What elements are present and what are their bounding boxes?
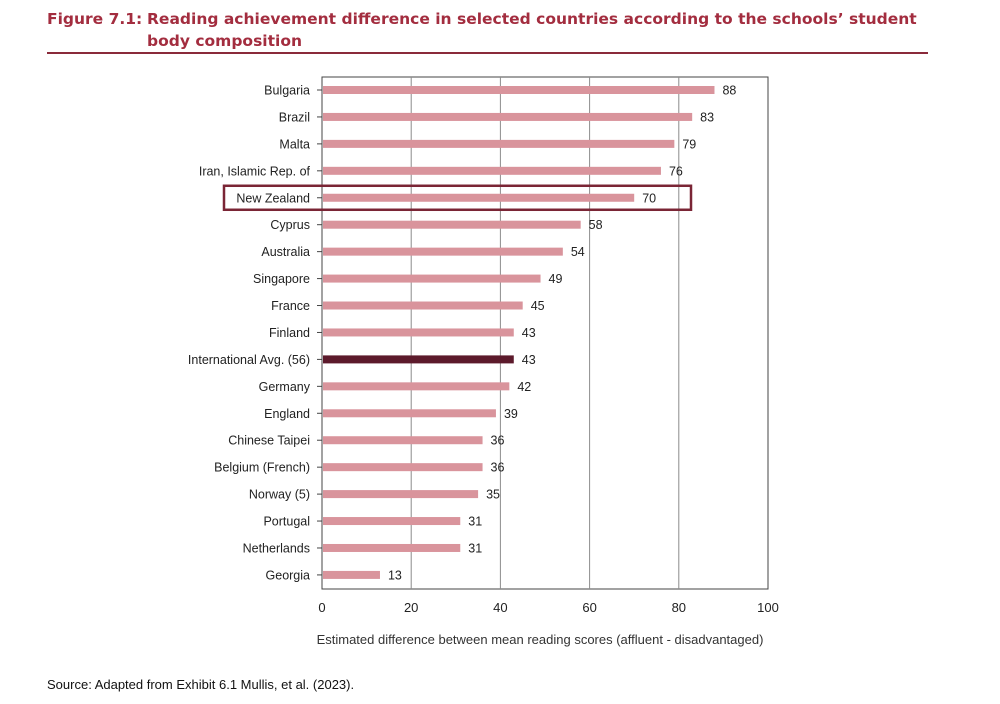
value-label: 39 (504, 407, 518, 421)
category-label: England (264, 407, 310, 421)
highlight-box (222, 184, 693, 212)
bar (323, 166, 661, 175)
x-tick-label: 0 (318, 600, 325, 615)
category-label: Bulgaria (264, 84, 310, 98)
bar (323, 247, 563, 256)
value-label: 42 (517, 380, 531, 394)
value-label: 31 (468, 541, 482, 555)
figure-title: Figure 7.1: Reading achievement differenc… (47, 8, 947, 52)
bar (323, 86, 715, 94)
figure-number: Figure 7.1: (47, 10, 143, 28)
bar (323, 409, 496, 418)
value-label: 83 (700, 110, 714, 124)
bar (323, 328, 514, 337)
bar (323, 543, 461, 552)
x-axis-label: Estimated difference between mean readin… (317, 632, 764, 647)
value-label: 49 (549, 272, 563, 286)
category-label: Chinese Taipei (228, 434, 310, 448)
value-label: 45 (531, 299, 545, 313)
title-rule (47, 52, 928, 54)
bar (323, 301, 523, 310)
category-label: Netherlands (243, 541, 310, 555)
value-label: 54 (571, 245, 585, 259)
value-label: 13 (388, 568, 402, 582)
category-label: France (271, 299, 310, 313)
bar (323, 274, 541, 283)
category-label: Iran, Islamic Rep. of (199, 164, 311, 178)
category-label: Malta (279, 137, 310, 151)
value-label: 79 (682, 137, 696, 151)
bar (323, 193, 635, 202)
bar (323, 220, 581, 229)
average-bar (323, 355, 514, 364)
figure-title-line1: Reading achievement difference in select… (147, 10, 917, 28)
value-label: 36 (491, 461, 505, 475)
bar (323, 436, 483, 445)
x-tick-label: 80 (672, 600, 686, 615)
bar-chart: 0 20 40 60 80 100 Estimated difference between… (188, 76, 779, 647)
category-label: Finland (269, 326, 310, 340)
category-label: Brazil (279, 110, 310, 124)
value-label: 43 (522, 326, 536, 340)
bar (323, 517, 461, 526)
bar (323, 382, 510, 391)
x-tick-label: 20 (404, 600, 418, 615)
x-tick-label: 100 (757, 600, 779, 615)
category-label: Germany (259, 380, 311, 394)
category-label: Belgium (French) (214, 461, 310, 475)
bar (323, 490, 479, 499)
plot-frame (321, 76, 769, 590)
category-label: Singapore (253, 272, 310, 286)
figure-title-line2: body composition (147, 32, 303, 50)
category-label: Georgia (266, 568, 311, 582)
value-label: 88 (722, 84, 736, 98)
x-tick-label: 60 (582, 600, 596, 615)
value-label: 43 (522, 353, 536, 367)
bar (323, 112, 693, 121)
source-note: Source: Adapted from Exhibit 6.1 Mullis,… (47, 677, 355, 692)
value-label: 76 (669, 164, 683, 178)
x-tick-label: 40 (493, 600, 507, 615)
bar (323, 139, 675, 148)
category-label: Australia (261, 245, 310, 259)
bar (323, 570, 380, 579)
value-label: 36 (491, 434, 505, 448)
category-label: Cyprus (270, 218, 310, 232)
category-label: International Avg. (56) (188, 353, 310, 367)
category-label: New Zealand (236, 191, 310, 205)
bar (323, 463, 483, 472)
value-label: 35 (486, 488, 500, 502)
category-label: Norway (5) (249, 488, 310, 502)
value-label: 70 (642, 191, 656, 205)
value-label: 31 (468, 515, 482, 529)
value-label: 58 (589, 218, 603, 232)
category-label: Portugal (263, 515, 310, 529)
